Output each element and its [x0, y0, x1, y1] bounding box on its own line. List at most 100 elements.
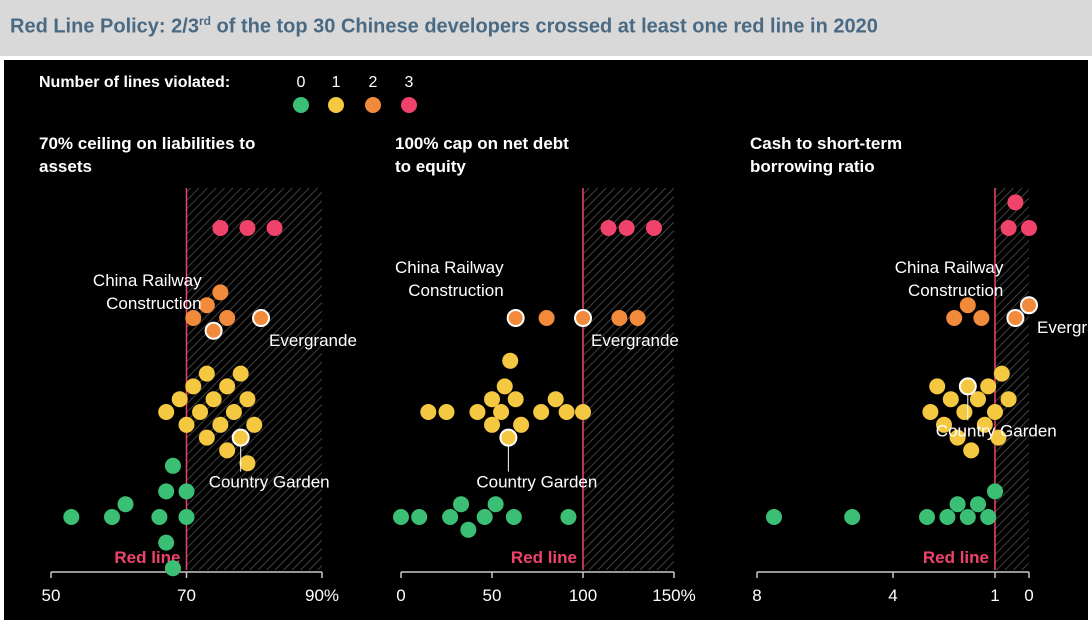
panel-2-annotated-point-0: [1006, 309, 1025, 327]
panel-0-point-g0-7: [164, 560, 181, 577]
panel-1-tick-label-100: 100: [569, 586, 597, 605]
legend-label-2: 2: [369, 74, 378, 91]
panel-2-point-g1-2: [936, 416, 952, 433]
panel-2-point-g1-14: [1000, 391, 1017, 408]
panel-0-point-g0-8: [178, 509, 195, 525]
panel-2-point-g1-13: [993, 365, 1010, 382]
page-title: Red Line Policy: 2/3rd of the top 30 Chi…: [10, 14, 878, 39]
panel-0-point-g1-1: [171, 391, 188, 408]
panel-2-point-g0-0: [766, 509, 782, 525]
panel-0-point-g1-7: [205, 391, 222, 408]
title-superscript: rd: [198, 14, 211, 28]
panel-2-annotation-0-line-0: China Railway: [895, 258, 1004, 277]
panel-2-point-g0-5: [959, 509, 976, 525]
panel-2-point-g1-11: [987, 404, 1003, 420]
panel-0-point-g1-9: [219, 378, 236, 395]
panel-0-annotation-1-line-0: Evergrande: [269, 331, 357, 350]
panel-0-point-g1-10: [219, 442, 236, 459]
panel-2-point-g1-8: [970, 391, 986, 408]
panel-1-tick-label-150%: 150%: [652, 586, 695, 605]
panel-2-point-g1-4: [949, 429, 966, 446]
panel-1-point-g0-7: [505, 509, 522, 525]
panel-1-tick-label-0: 0: [396, 586, 405, 605]
dot-plot-chart: Number of lines violated: 0 1 2 3 70% ceiling…: [39, 74, 1088, 605]
panel-2-point-g1-10: [980, 378, 997, 395]
panel-0-point-g1-2: [178, 416, 195, 433]
panel-1-point-g2-3: [611, 310, 628, 326]
panel-0-tick-label-90%: 90%: [305, 586, 339, 605]
panel-0-annotation-2-line-0: Country Garden: [209, 473, 330, 492]
panel-0-annotated-point-2: [231, 428, 250, 447]
panel-0-point-g1-11: [225, 404, 242, 420]
panel-1-hatch-region: [583, 188, 674, 570]
panel-1-point-g1-6: [496, 378, 513, 395]
panel-2-point-g0-4: [949, 496, 966, 513]
panel-0-tick-label-70: 70: [177, 586, 196, 605]
panel-1-annotated-point-0: [506, 309, 525, 327]
panel-2-tick-label-1: 1: [990, 586, 999, 605]
panel-2-tick-label-4: 4: [888, 586, 897, 605]
panel-1-annotated-point-1: [574, 309, 592, 327]
panel-1-point-g1-0: [420, 404, 437, 420]
panel-2-point-g3-0: [1007, 194, 1024, 211]
panel-2-point-g0-2: [919, 509, 935, 525]
legend-dot-1: [328, 97, 344, 113]
panel-1-title-line-1: to equity: [395, 157, 466, 176]
panel-2-point-g2-1: [959, 297, 976, 314]
panel-2-tick-label-8: 8: [752, 586, 761, 605]
panel-0-point-g3-2: [266, 220, 283, 236]
panel-0-annotation-0-line-1: Construction: [106, 294, 201, 313]
panel-2-title-line-1: borrowing ratio: [750, 157, 875, 176]
panel-0-point-g2-0: [185, 310, 202, 326]
panel-2-point-g1-9: [976, 416, 993, 433]
panel-1-annotation-0-line-1: Construction: [408, 281, 503, 300]
legend-label-3: 3: [405, 74, 414, 91]
panel-1-point-g2-4: [629, 310, 646, 326]
panel-0-title-line-1: assets: [39, 157, 92, 176]
panel-1-point-g0-0: [393, 509, 409, 525]
panel-0-point-g1-15: [239, 455, 256, 472]
panel-0-point-g1-16: [246, 416, 263, 433]
panel-1-point-g1-1: [438, 404, 455, 420]
panel-1-point-g0-4: [460, 521, 477, 538]
panel-2-annotation-2-line-0: Country Garden: [936, 421, 1057, 440]
panel-2-annotated-point-2: [958, 377, 977, 396]
panel-2-point-g1-7: [963, 442, 980, 459]
panel-0-point-g1-14: [239, 391, 256, 408]
panel-2-point-g3-1: [1021, 220, 1037, 236]
panel-0-point-g0-4: [158, 483, 175, 500]
panel-0-point-g1-8: [212, 416, 229, 433]
panel-1-point-g3-2: [645, 220, 662, 236]
panel-2-point-g2-0: [946, 310, 963, 326]
panel-0-point-g1-3: [185, 378, 202, 395]
panel-2-point-g0-1: [844, 509, 861, 525]
panel-2-point-g1-5: [956, 404, 973, 420]
legend-label-1: 1: [332, 74, 341, 91]
panel-0-title-line-0: 70% ceiling on liabilities to: [39, 134, 255, 153]
panel-0-annotated-point-1: [252, 309, 271, 327]
panel-1-point-g3-0: [600, 220, 617, 236]
panel-0-red-line-label: Red line: [114, 548, 180, 567]
panel-1-point-g1-11: [533, 404, 550, 420]
panel-1-point-g2-1: [538, 310, 555, 326]
panel-1-point-g1-13: [558, 404, 575, 420]
legend-label-0: 0: [297, 74, 306, 91]
title-bar: Red Line Policy: 2/3rd of the top 30 Chi…: [0, 0, 1092, 56]
panel-0-point-g3-1: [239, 220, 256, 236]
panel-1-point-g0-2: [442, 509, 459, 525]
panel-2-point-g1-3: [942, 391, 959, 408]
panel-1-point-g0-6: [487, 496, 504, 513]
panel-1-annotation-2-line-0: Country Garden: [476, 473, 597, 492]
panel-1-point-g0-8: [560, 509, 577, 525]
panel-1-red-line-label: Red line: [511, 548, 577, 567]
panel-0-point-g1-13: [232, 365, 249, 382]
panel-2-point-g3-2: [1000, 220, 1017, 236]
panel-2-annotation-0-line-1: Construction: [908, 281, 1003, 300]
panel-1-point-g1-14: [575, 404, 591, 420]
panel-2-annotated-point-1: [1020, 296, 1038, 315]
legend-title: Number of lines violated:: [39, 74, 230, 91]
legend-dot-3: [401, 97, 417, 113]
panel-2-title-line-0: Cash to short-term: [750, 134, 902, 153]
panel-1-annotation-0-line-0: China Railway: [395, 258, 504, 277]
panel-2-point-g0-6: [970, 496, 986, 513]
